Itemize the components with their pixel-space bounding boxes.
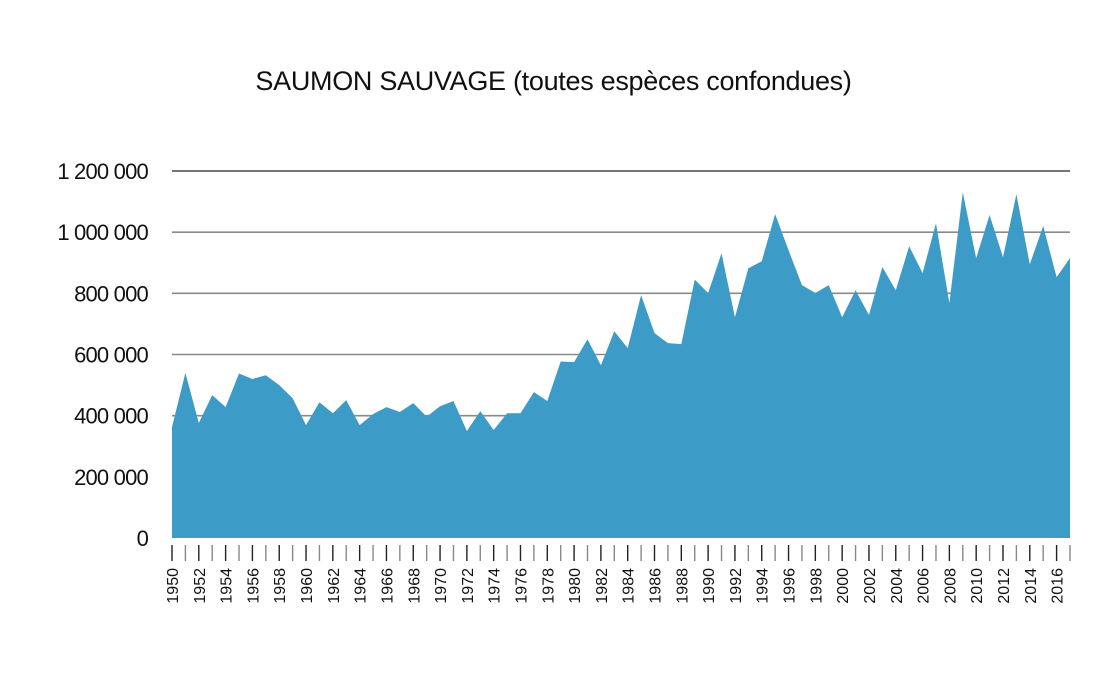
- x-tick-label: 2008: [942, 568, 959, 604]
- x-axis: 1950 1952 1954 1956 1958 1960 1962 1964 1966 1968…: [165, 545, 1071, 604]
- x-tick-label: 1982: [594, 568, 611, 604]
- x-tick-label: 1992: [728, 568, 745, 604]
- x-tick-label: 1952: [192, 568, 209, 604]
- x-tick-label: 1998: [808, 568, 825, 604]
- x-tick-label: 1958: [272, 568, 289, 604]
- y-tick-label: 800 000: [74, 281, 148, 306]
- x-tick-label: 1962: [326, 568, 343, 604]
- x-tick-label: 2014: [1023, 568, 1040, 604]
- x-tick-label: 1996: [782, 568, 799, 604]
- x-tick-label: 1994: [755, 568, 772, 604]
- x-tick-label: 2000: [835, 568, 852, 604]
- x-tick-label: 1966: [379, 568, 396, 604]
- x-tick-label: 1972: [460, 568, 477, 604]
- x-tick-label: 1956: [245, 568, 262, 604]
- x-tick-label: 1990: [701, 568, 718, 604]
- x-tick-label: 2004: [889, 568, 906, 604]
- x-tick-label: 1950: [165, 568, 182, 604]
- x-tick-label: 2016: [1050, 568, 1067, 604]
- y-tick-label: 1 000 000: [57, 220, 148, 245]
- x-tick-label: 2006: [916, 568, 933, 604]
- x-tick-label: 1988: [674, 568, 691, 604]
- x-tick-label: 1970: [433, 568, 450, 604]
- x-tick-label: 1960: [299, 568, 316, 604]
- x-tick-label: 2002: [862, 568, 879, 604]
- x-tick-label: 1980: [567, 568, 584, 604]
- x-tick-label: 1984: [621, 568, 638, 604]
- chart-title: SAUMON SAUVAGE (toutes espèces confondue…: [255, 66, 852, 96]
- y-tick-label: 1 200 000: [57, 159, 148, 184]
- y-axis: 0 200 000 400 000 600 000 800 000 1 000 000 1 …: [57, 159, 149, 551]
- y-tick-label: 400 000: [74, 404, 148, 429]
- x-tick-label: 2012: [996, 568, 1013, 604]
- y-tick-label: 200 000: [74, 465, 148, 490]
- x-tick-label: 1978: [540, 568, 557, 604]
- area-series: [172, 192, 1070, 538]
- x-tick-label: 2010: [969, 568, 986, 604]
- y-tick-label: 600 000: [74, 343, 148, 368]
- x-tick-label: 1954: [219, 568, 236, 604]
- x-tick-label: 1976: [513, 568, 530, 604]
- x-tick-label: 1986: [648, 568, 665, 604]
- y-tick-label: 0: [137, 526, 149, 551]
- x-tick-label: 1964: [353, 568, 370, 604]
- x-tick-label: 1968: [406, 568, 423, 604]
- x-tick-label: 1974: [487, 568, 504, 604]
